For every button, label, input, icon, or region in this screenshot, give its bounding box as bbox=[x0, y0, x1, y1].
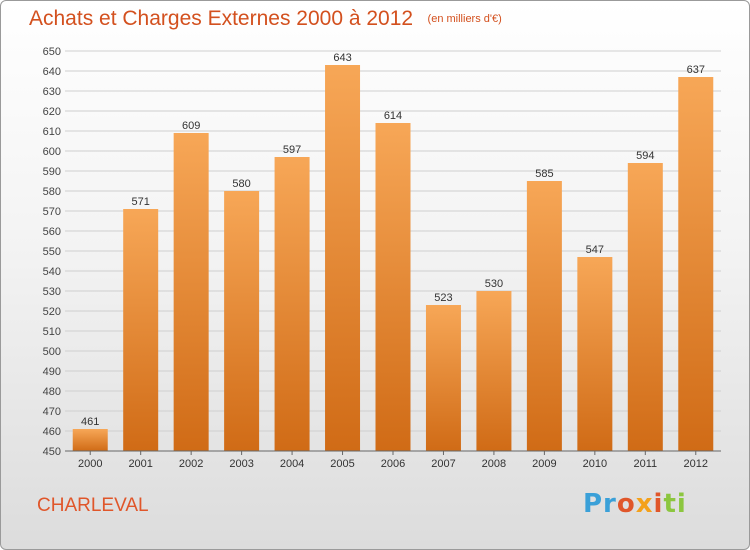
commune-name: CHARLEVAL bbox=[37, 495, 149, 516]
y-axis-ticks: 450 460 470 480 490 500 510 520 530 540 550 560 570 5… bbox=[43, 46, 61, 458]
bars bbox=[72, 65, 714, 451]
y-tick-label: 510 bbox=[43, 326, 61, 338]
x-axis-ticks: 2000 2001 2002 2003 2004 2005 2006 2007 2008 2009… bbox=[78, 451, 708, 470]
bar bbox=[173, 133, 209, 451]
bar bbox=[627, 163, 663, 451]
proxiti-logo: Proxiti bbox=[583, 489, 687, 519]
x-tick-label: 2002 bbox=[179, 458, 203, 470]
title-row: Achats et Charges Externes 2000 à 2012 (… bbox=[29, 7, 502, 31]
x-tick-label: 2000 bbox=[78, 458, 102, 470]
bar bbox=[72, 429, 108, 451]
y-tick-label: 450 bbox=[43, 446, 61, 458]
x-tick-label: 2011 bbox=[633, 458, 657, 470]
y-tick-label: 550 bbox=[43, 246, 61, 258]
bar bbox=[526, 181, 562, 451]
logo-part: Pr bbox=[583, 489, 617, 519]
value-label: 523 bbox=[434, 292, 452, 304]
y-tick-label: 590 bbox=[43, 166, 61, 178]
x-tick-label: 2008 bbox=[482, 458, 506, 470]
y-tick-label: 530 bbox=[43, 286, 61, 298]
bar bbox=[224, 191, 260, 451]
x-tick-label: 2012 bbox=[684, 458, 708, 470]
value-label: 461 bbox=[81, 416, 99, 428]
value-label: 609 bbox=[182, 120, 200, 132]
x-tick-label: 2005 bbox=[330, 458, 354, 470]
y-tick-label: 540 bbox=[43, 266, 61, 278]
x-tick-label: 2004 bbox=[280, 458, 304, 470]
bar bbox=[476, 291, 512, 451]
logo-part: o bbox=[616, 489, 636, 519]
logo-part: ti bbox=[663, 489, 687, 519]
bar bbox=[123, 209, 159, 451]
bar bbox=[678, 77, 714, 451]
bar bbox=[274, 157, 310, 451]
value-label: 571 bbox=[132, 196, 150, 208]
y-tick-label: 650 bbox=[43, 46, 61, 58]
logo-part: x bbox=[635, 489, 654, 519]
y-tick-label: 500 bbox=[43, 346, 61, 358]
y-tick-label: 460 bbox=[43, 426, 61, 438]
bar bbox=[425, 305, 461, 451]
value-label: 547 bbox=[586, 244, 604, 256]
y-tick-label: 520 bbox=[43, 306, 61, 318]
value-label: 594 bbox=[636, 150, 654, 162]
value-label: 614 bbox=[384, 110, 402, 122]
logo-part: i bbox=[653, 489, 664, 519]
chart-title: Achats et Charges Externes 2000 à 2012 bbox=[29, 7, 414, 30]
y-tick-label: 620 bbox=[43, 106, 61, 118]
bar bbox=[325, 65, 361, 451]
value-label: 530 bbox=[485, 278, 503, 290]
bar bbox=[577, 257, 613, 451]
value-labels: 461 571 609 580 597 643 614 523 530 585 547 594 637 bbox=[81, 52, 705, 428]
x-tick-label: 2007 bbox=[431, 458, 455, 470]
value-label: 643 bbox=[333, 52, 351, 64]
chart-subtitle: (en milliers d'€) bbox=[427, 13, 502, 25]
x-tick-label: 2001 bbox=[128, 458, 152, 470]
y-tick-label: 630 bbox=[43, 86, 61, 98]
y-tick-label: 580 bbox=[43, 186, 61, 198]
y-tick-label: 470 bbox=[43, 406, 61, 418]
y-tick-label: 490 bbox=[43, 366, 61, 378]
y-tick-label: 640 bbox=[43, 66, 61, 78]
value-label: 580 bbox=[232, 178, 250, 190]
x-tick-label: 2009 bbox=[532, 458, 556, 470]
bar bbox=[375, 123, 411, 451]
y-tick-label: 610 bbox=[43, 126, 61, 138]
x-tick-label: 2006 bbox=[381, 458, 405, 470]
x-tick-label: 2010 bbox=[583, 458, 607, 470]
y-tick-label: 600 bbox=[43, 146, 61, 158]
value-label: 585 bbox=[535, 168, 553, 180]
x-tick-label: 2003 bbox=[229, 458, 253, 470]
y-tick-label: 480 bbox=[43, 386, 61, 398]
y-tick-label: 570 bbox=[43, 206, 61, 218]
value-label: 597 bbox=[283, 144, 301, 156]
value-label: 637 bbox=[687, 64, 705, 76]
y-tick-label: 560 bbox=[43, 226, 61, 238]
